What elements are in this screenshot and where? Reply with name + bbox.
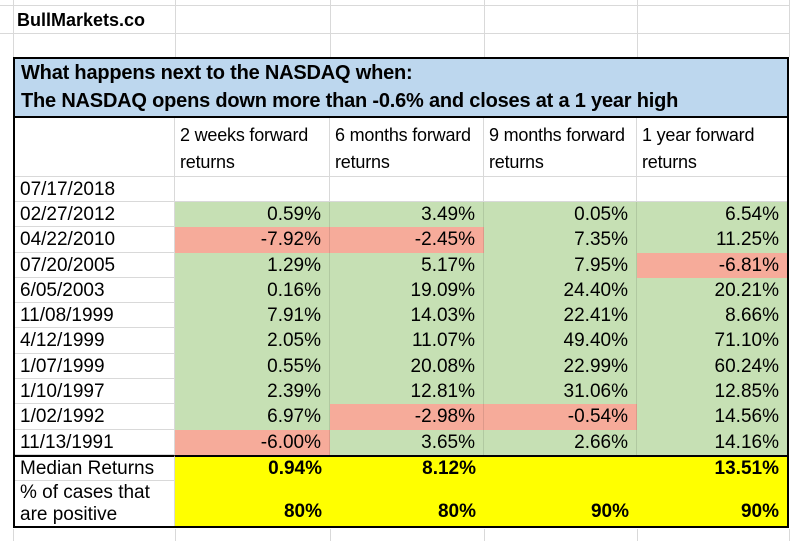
brand-cell[interactable]: BullMarkets.co [17,10,146,30]
date-cell[interactable]: 11/08/1999 [15,303,175,329]
date-cell[interactable]: 1/02/1992 [15,404,175,430]
summary-label[interactable]: Median Returns [15,454,175,481]
date-cell[interactable]: 1/07/1999 [15,353,175,380]
title-line1: What happens next to the NASDAQ when: [21,62,413,84]
column-header[interactable]: 2 weeks forward returns [175,118,330,177]
value-cell[interactable]: 11.07% [330,328,484,354]
summary-value[interactable]: 80% [330,480,484,526]
date-cell[interactable]: 11/13/1991 [15,429,175,455]
value-cell[interactable] [484,177,637,202]
value-cell[interactable]: 7.91% [175,303,330,329]
summary-value[interactable]: 80% [175,480,330,526]
value-cell[interactable]: 49.40% [484,328,637,354]
gridline [13,529,14,541]
date-cell[interactable]: 1/10/1997 [15,379,175,405]
value-cell[interactable]: 22.99% [484,353,637,380]
value-cell[interactable]: 24.40% [484,277,637,304]
value-cell[interactable]: 0.16% [175,277,330,304]
value-cell[interactable]: 1.29% [175,252,330,278]
gridline [175,0,176,57]
date-cell[interactable]: 02/27/2012 [15,202,175,228]
gridline [330,0,331,57]
value-cell[interactable]: 7.35% [484,227,637,253]
gridline [637,529,638,541]
value-cell[interactable]: 11.25% [637,227,787,253]
date-cell[interactable]: 4/12/1999 [15,328,175,354]
value-cell[interactable]: 12.85% [637,379,787,405]
value-cell[interactable]: 14.16% [637,429,787,455]
value-cell[interactable]: 2.05% [175,328,330,354]
value-cell[interactable]: -2.45% [330,227,484,253]
gridline [0,5,789,6]
gridline [13,0,14,57]
value-cell[interactable]: 5.17% [330,252,484,278]
value-cell[interactable]: 3.65% [330,429,484,455]
value-cell[interactable]: -7.92% [175,227,330,253]
date-cell[interactable]: 6/05/2003 [15,277,175,304]
value-cell[interactable]: 14.56% [637,404,787,430]
value-cell[interactable] [175,177,330,202]
gridline [0,33,789,34]
summary-value[interactable]: 13.51% [637,454,787,481]
value-cell[interactable]: -0.54% [484,404,637,430]
summary-value[interactable]: 90% [637,480,787,526]
value-cell[interactable]: 2.39% [175,379,330,405]
column-header[interactable]: 6 months forward returns [330,118,484,177]
gridline [789,529,790,541]
gridline [789,0,790,57]
value-cell[interactable] [637,177,787,202]
date-cell[interactable]: 07/20/2005 [15,252,175,278]
value-cell[interactable]: 19.09% [330,277,484,304]
value-cell[interactable]: 3.49% [330,202,484,228]
value-cell[interactable]: 31.06% [484,379,637,405]
value-cell[interactable]: 60.24% [637,353,787,380]
value-cell[interactable]: 71.10% [637,328,787,354]
gridline [175,529,176,541]
gridline [330,529,331,541]
summary-value[interactable]: 90% [484,480,637,526]
gridline [484,529,485,541]
column-header[interactable]: 1 year forward returns [637,118,787,177]
value-cell[interactable]: 22.41% [484,303,637,329]
value-cell[interactable]: 12.81% [330,379,484,405]
value-cell[interactable]: -2.98% [330,404,484,430]
summary-value[interactable] [484,454,637,481]
value-cell[interactable]: 20.21% [637,277,787,304]
value-cell[interactable]: -6.00% [175,429,330,455]
value-cell[interactable]: -6.81% [637,252,787,278]
summary-value[interactable]: 8.12% [330,454,484,481]
value-cell[interactable]: 8.66% [637,303,787,329]
gridline [637,0,638,57]
date-cell[interactable]: 04/22/2010 [15,227,175,253]
value-cell[interactable]: 7.95% [484,252,637,278]
date-cell[interactable]: 07/17/2018 [15,177,175,202]
returns-table: 2 weeks forward returns 6 months forward … [13,118,789,528]
summary-label[interactable]: % of cases that are positive [15,480,175,526]
value-cell[interactable]: 14.03% [330,303,484,329]
gridline [484,0,485,57]
value-cell[interactable]: 0.55% [175,353,330,380]
value-cell[interactable]: 0.05% [484,202,637,228]
column-header[interactable]: 9 months forward returns [484,118,637,177]
title-cell[interactable]: What happens next to the NASDAQ when: Th… [13,57,789,118]
summary-value[interactable]: 0.94% [175,454,330,481]
value-cell[interactable]: 6.97% [175,404,330,430]
value-cell[interactable]: 6.54% [637,202,787,228]
value-cell[interactable]: 0.59% [175,202,330,228]
value-cell[interactable] [330,177,484,202]
value-cell[interactable]: 2.66% [484,429,637,455]
value-cell[interactable]: 20.08% [330,353,484,380]
corner-cell[interactable] [15,118,175,177]
title-line2: The NASDAQ opens down more than -0.6% an… [21,90,679,112]
